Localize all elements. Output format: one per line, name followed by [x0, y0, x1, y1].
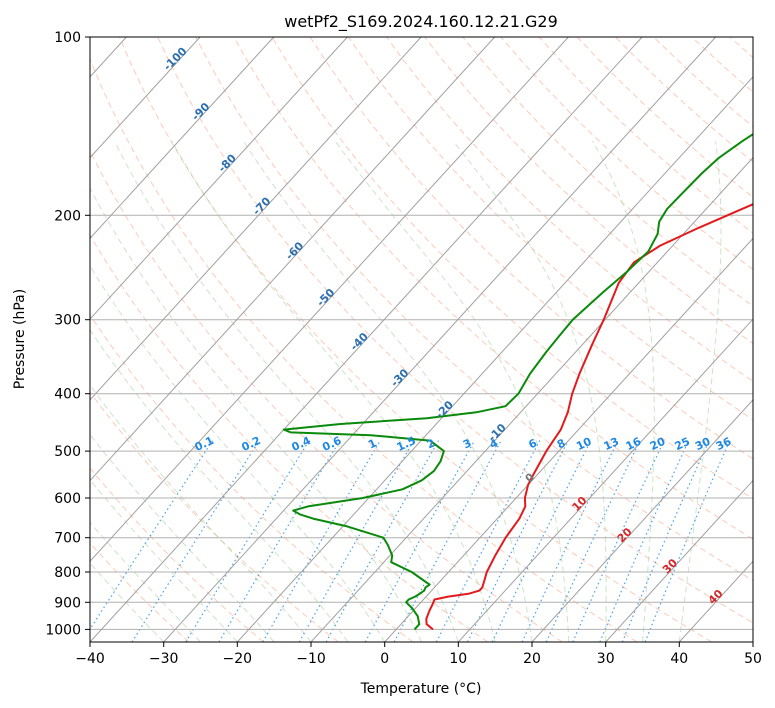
dry-adiabat	[309, 37, 753, 460]
dry-adiabat	[195, 37, 753, 582]
x-tick-label: 20	[523, 651, 541, 667]
y-tick-label: 700	[54, 531, 81, 547]
mixing-ratio-line	[325, 440, 440, 642]
mixing-ratio-line	[521, 440, 619, 642]
y-tick-label: 500	[54, 444, 81, 460]
isotherm-line	[384, 237, 753, 642]
moist-adiabat	[90, 187, 422, 642]
isotherm-line	[90, 37, 569, 562]
mixing-ratio-line	[435, 440, 541, 642]
isotherm-line	[163, 37, 717, 642]
y-tick-label: 300	[54, 313, 81, 329]
mixing-ratio-line	[185, 440, 310, 642]
plot-area: -100-90-80-70-60-50-40-30-20-10010203040…	[90, 37, 753, 642]
y-tick-label: 200	[54, 208, 81, 224]
x-tick-label: 50	[744, 651, 762, 667]
dry-adiabat	[90, 58, 638, 642]
y-axis: 100 200 300 400 500 600 700 800 900 1000	[45, 30, 90, 638]
mixing-ratio-line	[90, 440, 214, 631]
isotherm-line	[90, 37, 496, 482]
mixing-ratio-label: 36	[714, 435, 734, 453]
y-tick-label: 900	[54, 595, 81, 611]
dry-adiabat	[157, 37, 753, 624]
isotherm-line	[90, 37, 643, 642]
mixing-ratio-line	[298, 440, 415, 642]
x-tick-label: 30	[597, 651, 615, 667]
mixing-ratio-label: 30	[693, 435, 713, 453]
y-tick-label: 800	[54, 565, 81, 581]
mixing-ratio-labels: 0.1 0.2 0.4 0.6 1 1.5 2 3 4 6 8 10 13 16 20 25 30 36	[193, 434, 734, 454]
x-tick-label: −30	[149, 651, 179, 667]
isotherm-line	[457, 318, 753, 642]
mixing-ratio-line	[364, 440, 476, 642]
y-tick-label: 1000	[45, 622, 81, 638]
moist-adiabat	[90, 562, 165, 642]
moist-adiabat	[90, 329, 349, 642]
x-tick-label: −40	[75, 651, 105, 667]
x-axis: −40 −30 −20 −10 0 10 20 30 40 50	[75, 642, 762, 667]
dewpoint-profile	[282, 133, 753, 631]
dry-adiabat	[90, 149, 563, 642]
isotherm-gridlines	[90, 37, 753, 642]
x-tick-label: 40	[670, 651, 688, 667]
moist-adiabat	[90, 384, 312, 642]
dry-adiabat	[90, 542, 190, 642]
x-tick-label: −10	[296, 651, 326, 667]
moist-adiabat	[90, 264, 386, 642]
temperature-profile	[425, 203, 753, 631]
moist-adiabat	[90, 479, 238, 642]
plot-frame	[89, 36, 754, 643]
dry-adiabat	[271, 37, 753, 500]
mixing-ratio-label: 20	[648, 435, 668, 453]
isotherm-line	[90, 37, 348, 320]
isotherm-line	[605, 479, 753, 642]
y-tick-label: 100	[54, 30, 81, 46]
x-tick-label: −20	[223, 651, 253, 667]
y-tick-label: 400	[54, 387, 81, 403]
dry-adiabat	[90, 467, 264, 642]
isotherm-line	[90, 37, 201, 159]
isotherm-line	[310, 156, 753, 642]
mixing-ratio-line	[218, 440, 341, 642]
mixing-ratio-line	[262, 440, 381, 642]
dry-adiabat	[90, 234, 488, 642]
isotherm-line	[90, 37, 422, 401]
mixing-ratio-label: 10	[574, 435, 594, 453]
y-tick-label: 600	[54, 491, 81, 507]
isotherm-line	[90, 37, 275, 240]
mixing-ratio-line	[491, 440, 592, 642]
x-tick-label: 0	[380, 651, 389, 667]
y-axis-label: Pressure (hPa)	[12, 289, 28, 389]
dry-adiabat	[347, 37, 753, 421]
x-axis-label: Temperature (°C)	[360, 681, 482, 697]
mixing-ratio-line	[644, 440, 731, 642]
x-tick-label: 10	[449, 651, 467, 667]
chart-title: wetPf2_S169.2024.160.12.21.G29	[284, 12, 558, 32]
sounding-profiles	[282, 133, 753, 631]
isotherm-line	[531, 399, 753, 642]
moist-adiabat	[90, 521, 201, 642]
isotherm-line	[236, 76, 753, 642]
mixing-ratio-label: 16	[624, 435, 644, 453]
mixing-ratio-line	[466, 440, 569, 642]
dry-adiabat	[118, 37, 712, 642]
mixing-ratio-label: 13	[602, 435, 621, 453]
mixing-ratio-label: 25	[673, 435, 692, 453]
